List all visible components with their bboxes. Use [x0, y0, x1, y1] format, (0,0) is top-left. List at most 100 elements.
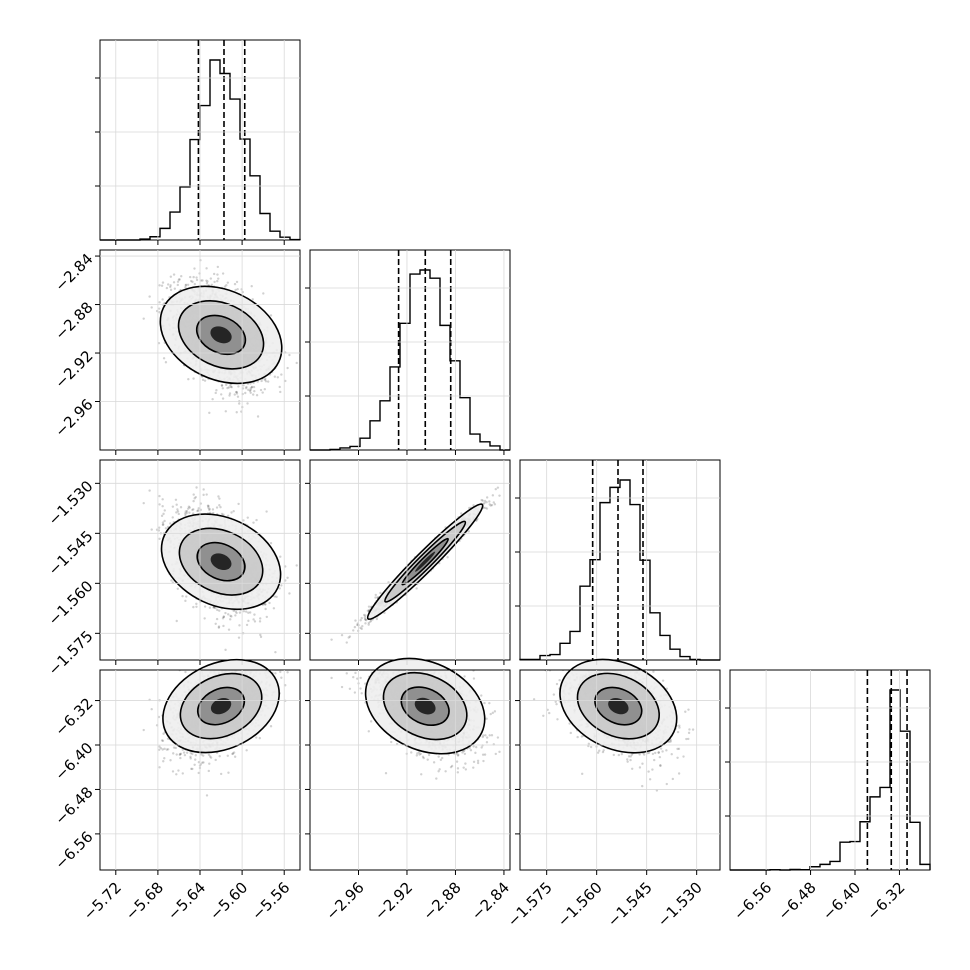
sample-point [268, 601, 271, 605]
sample-point [483, 501, 486, 505]
sample-point [160, 284, 164, 287]
sample-point [220, 512, 224, 516]
sample-point [244, 387, 248, 390]
sample-point [249, 611, 252, 614]
sample-point [266, 380, 270, 383]
sample-point [150, 528, 153, 531]
sample-point [169, 522, 172, 525]
sample-point [364, 622, 367, 625]
sample-point [222, 615, 225, 618]
sample-point [171, 505, 175, 508]
sample-point [161, 523, 165, 527]
sample-point [162, 523, 165, 526]
sample-point [235, 390, 238, 394]
sample-point [192, 508, 195, 511]
sample-point [248, 389, 252, 393]
sample-point [195, 602, 198, 606]
sample-point [230, 615, 233, 618]
sample-point [214, 606, 217, 610]
sample-point [172, 273, 176, 276]
ticks-3-3 [725, 707, 900, 875]
sample-point [215, 389, 218, 392]
sample-point [225, 284, 228, 287]
sample-point [295, 564, 298, 567]
sample-point [150, 306, 153, 309]
sample-point [196, 509, 199, 513]
sample-point [280, 373, 283, 376]
scatter-panel-0-2 [99, 459, 301, 661]
sample-point [253, 620, 257, 623]
sample-point [161, 498, 164, 501]
sample-point [193, 282, 197, 286]
sample-point [221, 617, 225, 620]
sample-point [157, 526, 161, 529]
sample-point [165, 286, 169, 290]
sample-point [186, 507, 190, 510]
sample-point [212, 606, 215, 609]
sample-point [221, 387, 225, 390]
sample-point [259, 633, 262, 637]
sample-point [187, 378, 190, 381]
sample-point [246, 516, 249, 519]
sample-point [252, 385, 256, 389]
sample-point [247, 619, 250, 623]
sample-point [216, 608, 219, 612]
sample-point [199, 258, 202, 262]
sample-point [205, 493, 208, 496]
histogram-panel-2 [519, 459, 721, 661]
sample-point [216, 273, 219, 276]
density-fill [210, 553, 232, 570]
sample-point [201, 279, 204, 282]
sample-point [259, 388, 263, 392]
grid-0-2 [100, 460, 300, 660]
sample-point [196, 509, 200, 512]
sample-point [262, 292, 265, 295]
sample-point [185, 511, 188, 515]
sample-point [221, 397, 225, 400]
sample-point [247, 611, 250, 614]
sample-point [188, 511, 191, 514]
sample-point [273, 595, 276, 598]
sample-point [235, 392, 239, 395]
sample-point [211, 397, 214, 401]
sample-point [252, 521, 255, 524]
histogram-step [310, 269, 510, 451]
sample-point [160, 514, 164, 518]
sample-point [185, 510, 189, 513]
grid-0-0 [100, 40, 300, 240]
sample-point [180, 275, 183, 278]
scatter-panel-1-2 [309, 459, 511, 661]
contour-line [178, 527, 264, 596]
sample-point [184, 283, 188, 286]
sample-point [222, 615, 226, 619]
sample-point [264, 377, 267, 381]
sample-point [229, 385, 233, 389]
sample-point [176, 587, 179, 590]
sample-point [354, 619, 357, 622]
sample-point [249, 387, 252, 390]
sample-point [249, 391, 252, 394]
sample-point [208, 411, 211, 415]
sample-point [163, 509, 166, 512]
sample-point [238, 611, 242, 614]
sample-point [245, 623, 249, 627]
sample-point [236, 395, 240, 398]
sample-point [194, 495, 197, 499]
sample-point [286, 366, 289, 370]
sample-point [238, 624, 241, 627]
histogram-step [519, 479, 720, 661]
sample-point [259, 617, 262, 620]
sample-point [247, 388, 250, 392]
sample-point [235, 390, 238, 394]
sample-point [246, 402, 249, 405]
sample-point [224, 383, 228, 387]
sample-point [250, 385, 254, 389]
sample-point [232, 509, 235, 513]
sample-point [157, 307, 161, 310]
sample-point [220, 393, 223, 396]
sample-point [237, 402, 241, 405]
sample-point [227, 386, 231, 389]
histogram-panel-3 [729, 669, 931, 871]
sample-point [176, 508, 179, 511]
sample-point [288, 353, 291, 357]
